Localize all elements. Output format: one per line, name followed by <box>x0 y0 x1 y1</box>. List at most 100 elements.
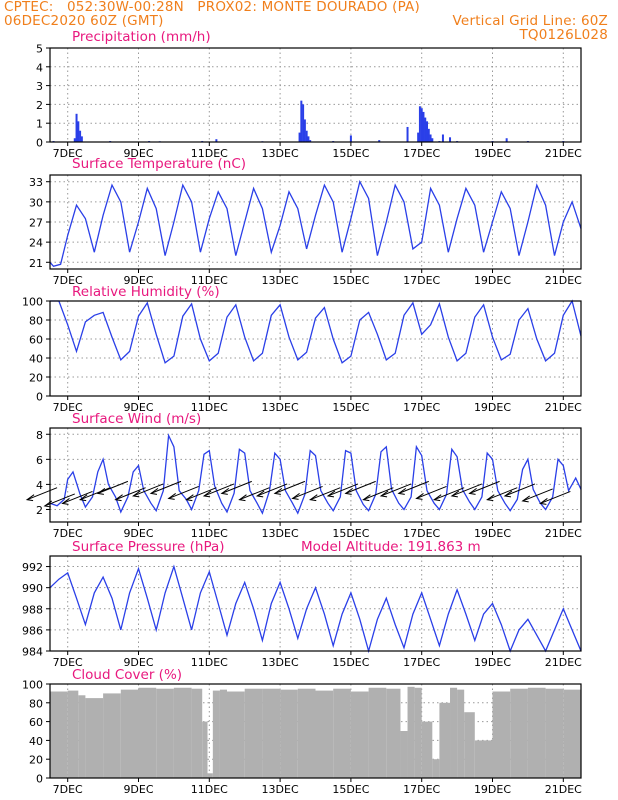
x-tick-label: 11DEC <box>191 401 228 414</box>
wind-arrowhead <box>362 494 371 502</box>
wind-arrowhead <box>309 494 318 502</box>
cloud-bar <box>350 691 369 778</box>
wind-arrowhead <box>397 487 407 495</box>
y-tick-label: 27 <box>29 217 43 230</box>
x-tick-label: 15DEC <box>332 401 369 414</box>
cloud-bar <box>527 687 546 778</box>
relative-humidity-title: Relative Humidity (%) <box>72 284 220 300</box>
precip-bar <box>424 117 427 142</box>
cloud-bar <box>244 688 263 778</box>
wind-arrowhead <box>450 490 460 498</box>
y-tick-label: 4 <box>36 61 43 74</box>
x-tick-label: 7DEC <box>53 656 83 669</box>
wind-arrowhead <box>167 493 176 500</box>
wind-arrow <box>327 483 359 497</box>
cloud-bar <box>510 688 528 778</box>
surface-wind-line <box>49 433 582 515</box>
x-tick-label: 11DEC <box>191 274 228 287</box>
wind-arrowhead <box>78 494 88 502</box>
x-tick-label: 7DEC <box>53 527 83 540</box>
wind-arrowhead <box>503 490 513 498</box>
wind-arrow <box>239 487 270 501</box>
relative-humidity-frame <box>49 300 582 397</box>
y-tick-label: 990 <box>22 582 43 595</box>
surface-temperature-title: Surface Temperature (nC) <box>72 156 246 172</box>
y-tick-label: 100 <box>22 679 43 692</box>
wind-arrow <box>97 480 129 494</box>
cloud-bar <box>120 689 139 778</box>
wind-arrowhead <box>415 493 424 500</box>
wind-arrow <box>363 487 394 501</box>
wind-arrowhead <box>291 493 300 500</box>
wind-arrow <box>398 480 429 494</box>
x-tick-label: 21DEC <box>545 401 582 414</box>
x-tick-label: 7DEC <box>53 147 83 160</box>
y-tick-label: 60 <box>29 716 43 729</box>
wind-arrow <box>292 485 323 499</box>
run-date-line: 06DEC2020 60Z (GMT) <box>4 13 164 29</box>
precip-bar <box>73 138 76 142</box>
x-tick-label: 7DEC <box>53 274 83 287</box>
wind-arrowhead <box>185 494 194 502</box>
cloud-bar <box>407 686 415 778</box>
panel-surface-temperature: Surface Temperature (nC) 21 24 27 30 33 7DEC 9D… <box>29 156 582 287</box>
wind-arrow <box>256 483 288 497</box>
x-tick-label: 15DEC <box>332 656 369 669</box>
precip-bar <box>75 113 78 142</box>
cloud-bar <box>280 689 298 778</box>
wind-arrowhead <box>220 487 230 495</box>
grid-line-label: Vertical Grid Line: 60Z <box>452 13 608 29</box>
wind-arrowhead <box>344 487 353 495</box>
y-tick-label: 20 <box>29 754 43 767</box>
wind-arrow <box>416 485 447 499</box>
cloud-bar <box>386 688 401 778</box>
y-tick-label: 984 <box>22 646 43 659</box>
x-tick-label: 19DEC <box>474 527 511 540</box>
cloud-bar <box>439 702 451 778</box>
x-tick-label: 21DEC <box>545 783 582 796</box>
y-tick-label: 40 <box>29 735 43 748</box>
x-tick-label: 13DEC <box>262 147 299 160</box>
cloud-bar <box>78 695 86 778</box>
x-tick-label: 17DEC <box>403 274 440 287</box>
surface-wind-title: Surface Wind (m/s) <box>72 411 201 427</box>
y-tick-label: 8 <box>36 429 43 442</box>
wind-arrow <box>79 487 111 501</box>
y-tick-label: 80 <box>29 697 43 710</box>
precip-bar <box>215 139 218 142</box>
x-tick-label: 21DEC <box>545 274 582 287</box>
precip-bar <box>431 138 434 142</box>
wind-arrow <box>186 487 217 501</box>
cloud-bar <box>173 687 192 778</box>
x-tick-label: 21DEC <box>545 527 582 540</box>
wind-arrow <box>380 483 412 497</box>
wind-arrow <box>345 480 376 494</box>
cloud-bar <box>450 687 458 778</box>
cloud-bar <box>368 687 387 778</box>
cloud-bar <box>414 687 422 778</box>
y-tick-label: 4 <box>36 479 43 492</box>
precip-bar <box>417 132 420 142</box>
panel-surface-wind: Surface Wind (m/s) 2 4 6 8 7DEC 9DEC 11DEC 13DEC… <box>25 411 582 540</box>
precip-bar <box>426 121 429 142</box>
x-tick-label: 19DEC <box>474 274 511 287</box>
x-tick-label: 7DEC <box>53 783 83 796</box>
x-tick-label: 15DEC <box>332 147 369 160</box>
y-tick-label: 1 <box>36 118 43 131</box>
cloud-bar <box>67 690 79 778</box>
wind-arrowhead <box>521 495 530 503</box>
precipitation-frame <box>49 47 582 143</box>
wind-arrowhead <box>238 494 247 502</box>
relative-humidity-line <box>50 299 582 364</box>
x-tick-label: 7DEC <box>53 401 83 414</box>
x-tick-label: 11DEC <box>191 783 228 796</box>
wind-arrowhead <box>114 494 123 502</box>
cloud-bar <box>333 688 351 778</box>
x-tick-label: 9DEC <box>123 274 153 287</box>
precip-bar <box>449 137 452 142</box>
y-tick-label: 0 <box>36 391 43 404</box>
y-tick-label: 24 <box>29 237 43 250</box>
x-tick-label: 17DEC <box>403 147 440 160</box>
y-tick-label: 992 <box>22 561 43 574</box>
